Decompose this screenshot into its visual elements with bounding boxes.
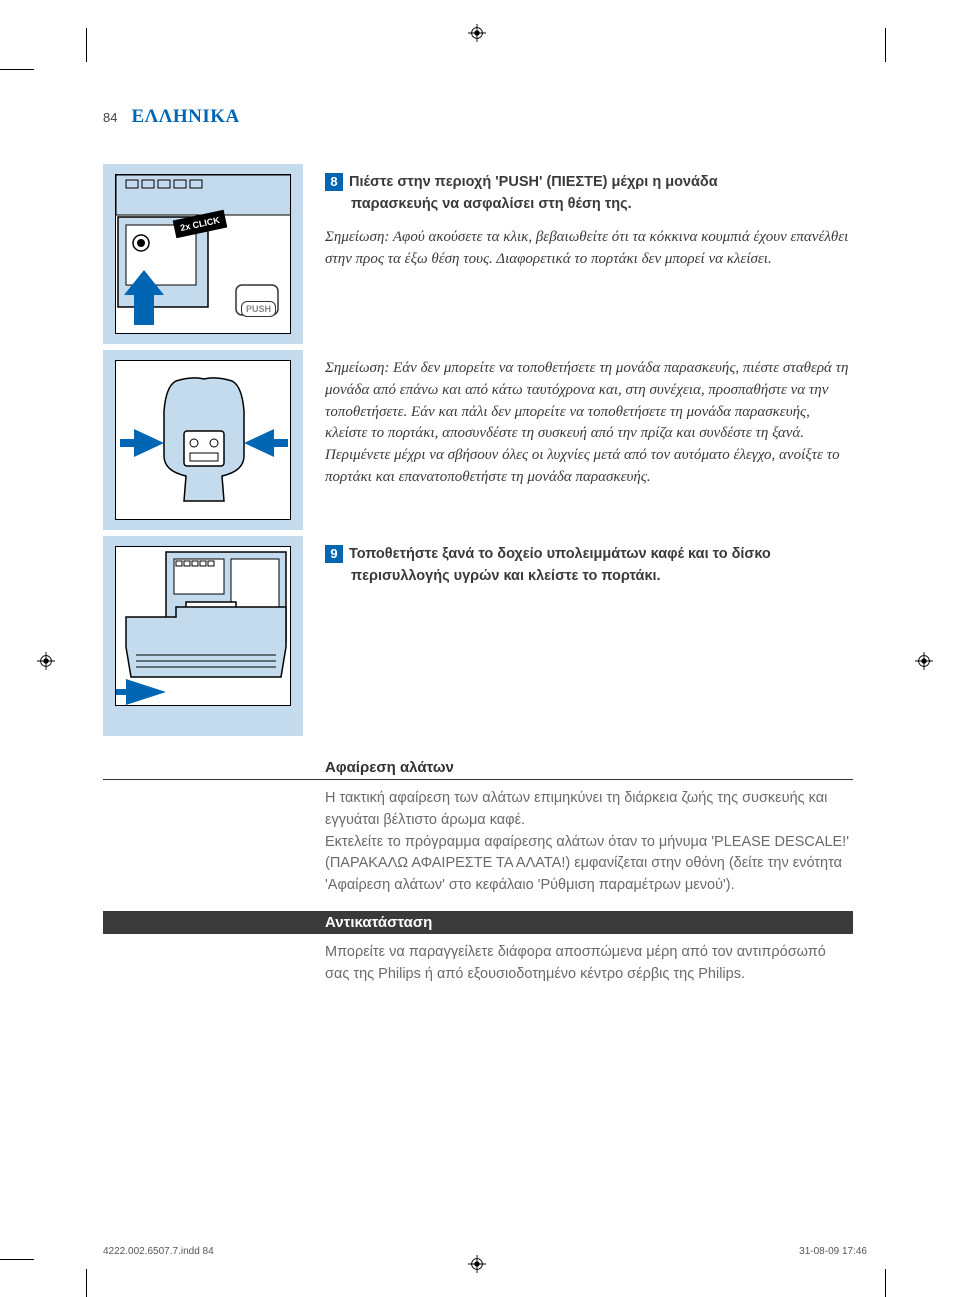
press-unit-icon <box>116 361 291 520</box>
step-9-line1: Τοποθετήστε ξανά το δοχείο υπολειμμάτων … <box>349 546 771 562</box>
step-9-line2: περισυλλογής υγρών και κλείστε το πορτάκ… <box>351 566 855 587</box>
drip-tray-icon <box>116 547 291 706</box>
illustration-tray <box>115 546 291 706</box>
descaling-body: Η τακτική αφαίρεση των αλάτων επιμηκύνει… <box>325 788 853 897</box>
step-8-note: Σημείωση: Αφού ακούσετε τα κλικ, βεβαιωθ… <box>325 227 855 271</box>
arrow-right-icon <box>116 679 166 705</box>
page-content: 84 ΕΛΛΗΝΙΚΑ 2x CLICK PUSH <box>103 106 855 999</box>
middle-note-row: Σημείωση: Εάν δεν μπορείτε να τοποθετήσε… <box>103 350 855 530</box>
middle-note-text-col: Σημείωση: Εάν δεν μπορείτε να τοποθετήσε… <box>325 350 855 530</box>
descaling-heading: Αφαίρεση αλάτων <box>103 756 853 780</box>
registration-mark-icon <box>468 24 486 42</box>
replacement-heading: Αντικατάσταση <box>103 911 853 934</box>
language-title: ΕΛΛΗΝΙΚΑ <box>131 106 239 128</box>
step-8-line1: Πιέστε στην περιοχή 'PUSH' (ΠΙΕΣΤΕ) μέχρ… <box>349 174 718 190</box>
crop-mark <box>86 1269 87 1297</box>
registration-mark-icon <box>468 1255 486 1273</box>
footer-timestamp: 31-08-09 17:46 <box>799 1246 867 1257</box>
replacement-body: Μπορείτε να παραγγείλετε διάφορα αποσπώμ… <box>325 942 853 986</box>
arrow-left-icon <box>244 429 288 457</box>
registration-mark-icon <box>915 652 933 670</box>
illustration-column: 2x CLICK PUSH <box>103 164 303 344</box>
registration-mark-icon <box>37 652 55 670</box>
push-label: PUSH <box>241 301 276 317</box>
step-number-9: 9 <box>325 545 343 563</box>
footer-filename: 4222.002.6507.7.indd 84 <box>103 1246 214 1257</box>
arrow-right-icon <box>120 429 164 457</box>
step-9-text: 9 Τοποθετήστε ξανά το δοχείο υπολειμμάτων… <box>325 536 855 736</box>
step-9-body: 9 Τοποθετήστε ξανά το δοχείο υπολειμμάτων… <box>325 544 855 587</box>
crop-mark <box>0 69 34 70</box>
print-footer: 4222.002.6507.7.indd 84 31-08-09 17:46 <box>103 1246 867 1257</box>
step-8-row: 2x CLICK PUSH 8 Πιέστε στην περιοχή 'PUSH… <box>103 164 855 344</box>
step-8-text: 8 Πιέστε στην περιοχή 'PUSH' (ΠΙΕΣΤΕ) μέχ… <box>325 164 855 344</box>
replacement-section: Αντικατάσταση Μπορείτε να παραγγείλετε δ… <box>325 911 853 986</box>
step-number-8: 8 <box>325 173 343 191</box>
illustration-press <box>115 360 291 520</box>
page-number: 84 <box>103 110 117 125</box>
illustration-column <box>103 350 303 530</box>
crop-mark <box>885 28 886 62</box>
step-8-line2: παρασκευής να ασφαλίσει στη θέση της. <box>351 194 855 215</box>
step-8-body: 8 Πιέστε στην περιοχή 'PUSH' (ΠΙΕΣΤΕ) μέχ… <box>325 172 855 215</box>
descaling-section: Αφαίρεση αλάτων Η τακτική αφαίρεση των α… <box>325 756 853 897</box>
crop-mark <box>885 1269 886 1297</box>
crop-mark <box>0 1259 34 1260</box>
illustration-column <box>103 536 303 736</box>
page-header: 84 ΕΛΛΗΝΙΚΑ <box>103 106 855 128</box>
middle-note: Σημείωση: Εάν δεν μπορείτε να τοποθετήσε… <box>325 358 855 489</box>
illustration-push: 2x CLICK PUSH <box>115 174 291 334</box>
step-9-row: 9 Τοποθετήστε ξανά το δοχείο υπολειμμάτων… <box>103 536 855 736</box>
crop-mark <box>86 28 87 62</box>
